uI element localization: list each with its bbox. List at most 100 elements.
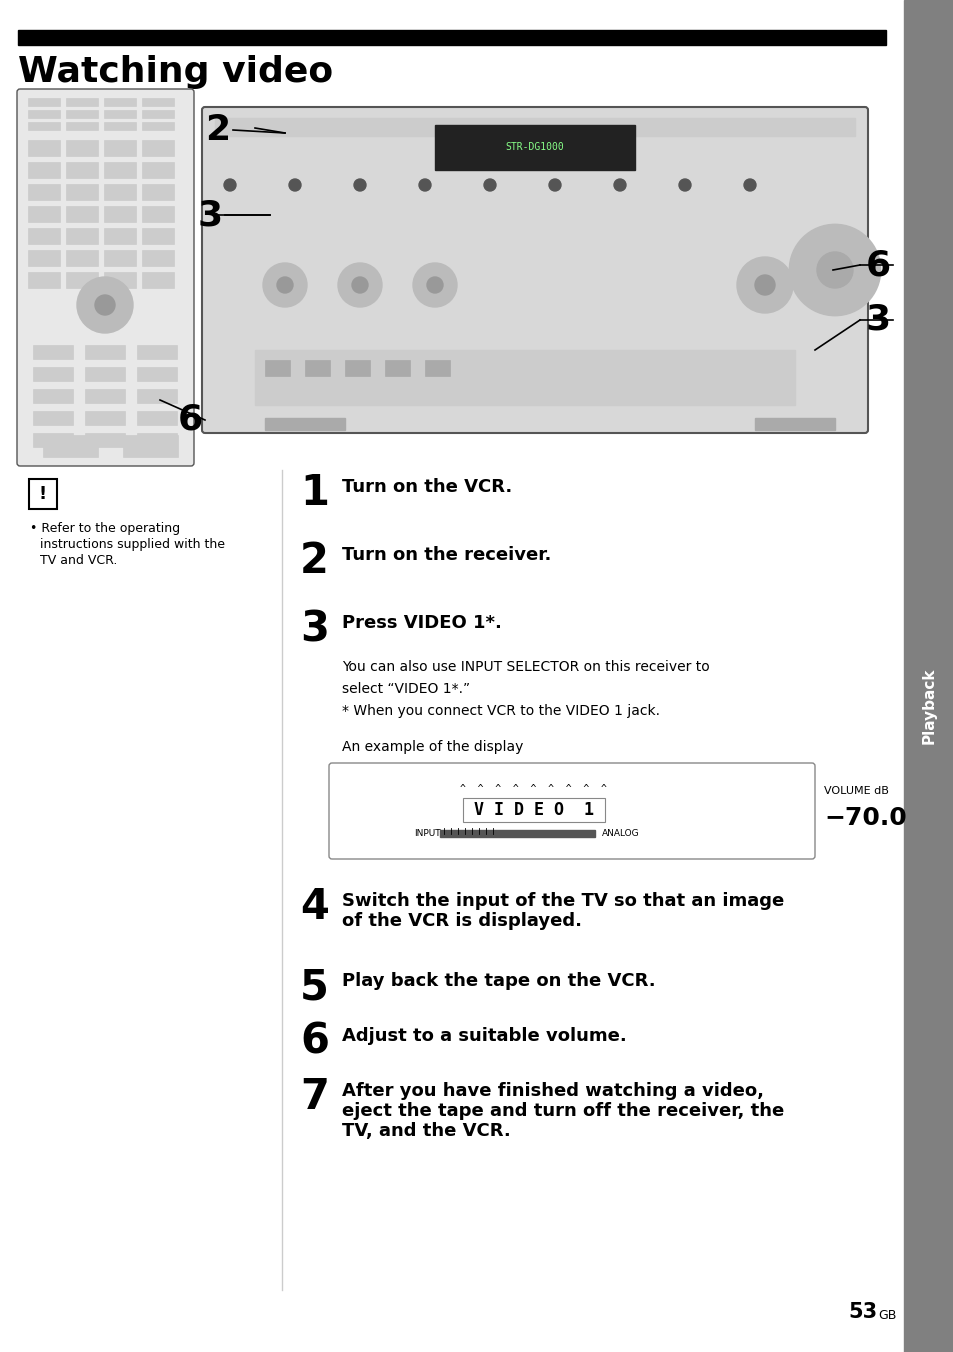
Circle shape [354,178,366,191]
Text: * When you connect VCR to the VIDEO 1 jack.: * When you connect VCR to the VIDEO 1 ja… [341,704,659,718]
Bar [394,827,409,840]
Bar [104,272,136,288]
Text: ^  ^  ^  ^  ^  ^  ^  ^  ^: ^ ^ ^ ^ ^ ^ ^ ^ ^ [459,784,606,794]
Bar [104,97,136,105]
Bar [265,360,290,376]
Bar [104,141,136,155]
Bar [28,97,60,105]
Text: GB: GB [877,1309,896,1322]
Circle shape [418,178,431,191]
Bar [104,250,136,266]
Circle shape [816,251,852,288]
Bar [137,366,177,381]
Text: 6: 6 [299,1021,329,1063]
Circle shape [754,274,774,295]
Text: 2: 2 [205,114,231,147]
Circle shape [427,277,442,293]
Bar [33,411,73,425]
Bar [305,360,330,376]
Bar [28,272,60,288]
Bar [104,162,136,178]
Circle shape [483,178,496,191]
Bar [214,118,854,137]
FancyBboxPatch shape [329,763,814,859]
Text: Watching video: Watching video [18,55,333,89]
Circle shape [352,277,368,293]
Bar [28,228,60,243]
Bar [33,389,73,403]
Text: 53: 53 [848,1302,877,1322]
FancyBboxPatch shape [202,107,867,433]
Bar [142,184,173,200]
Bar [85,389,125,403]
Bar [142,228,173,243]
Text: TV and VCR.: TV and VCR. [40,554,117,566]
Text: eject the tape and turn off the receiver, the: eject the tape and turn off the receiver… [341,1102,783,1119]
Circle shape [679,178,690,191]
Text: An example of the display: An example of the display [341,740,523,754]
Bar [66,141,98,155]
Circle shape [95,295,115,315]
Bar [66,250,98,266]
Text: You can also use INPUT SELECTOR on this receiver to: You can also use INPUT SELECTOR on this … [341,660,709,675]
Bar [85,411,125,425]
Bar [142,206,173,222]
Bar [33,433,73,448]
Bar [424,360,450,376]
Bar [265,418,345,430]
Text: instructions supplied with the: instructions supplied with the [40,538,225,552]
Text: Switch the input of the TV so that an image: Switch the input of the TV so that an im… [341,892,783,910]
Bar [28,206,60,222]
Text: V I D E O  1: V I D E O 1 [473,800,593,819]
Circle shape [224,178,235,191]
FancyBboxPatch shape [29,479,57,508]
Bar [137,345,177,360]
Bar [142,97,173,105]
Bar [142,122,173,130]
Bar [142,110,173,118]
Circle shape [548,178,560,191]
Text: STR-DG1000: STR-DG1000 [505,142,564,151]
Circle shape [337,264,381,307]
Bar [370,827,390,840]
Bar [142,250,173,266]
Circle shape [413,264,456,307]
Text: VOLUME dB: VOLUME dB [823,786,888,796]
Circle shape [77,277,132,333]
Bar [142,141,173,155]
Circle shape [263,264,307,307]
Text: 2: 2 [299,539,329,581]
Bar [28,122,60,130]
Bar [66,184,98,200]
Bar [104,228,136,243]
Bar [85,433,125,448]
Bar [903,0,953,1352]
Text: • Refer to the operating: • Refer to the operating [30,522,180,535]
Text: Adjust to a suitable volume.: Adjust to a suitable volume. [341,1028,626,1045]
Bar [435,124,635,170]
Bar [345,360,370,376]
Bar [85,366,125,381]
Bar [142,272,173,288]
Bar [439,830,595,837]
Bar [66,110,98,118]
Bar [66,162,98,178]
Bar [104,122,136,130]
Bar [123,435,178,457]
Bar [104,206,136,222]
Text: 1: 1 [299,472,329,514]
Bar [254,350,794,406]
Bar [66,97,98,105]
Bar [33,345,73,360]
Bar [754,418,834,430]
Text: 6: 6 [864,247,890,283]
Bar [385,360,410,376]
Text: Play back the tape on the VCR.: Play back the tape on the VCR. [341,972,655,990]
Text: INPUT: INPUT [414,830,440,838]
Bar [104,184,136,200]
Text: 3: 3 [197,197,222,233]
Text: 6: 6 [177,403,202,437]
Text: 5: 5 [299,965,329,1009]
Bar [66,122,98,130]
Text: 4: 4 [299,886,329,927]
